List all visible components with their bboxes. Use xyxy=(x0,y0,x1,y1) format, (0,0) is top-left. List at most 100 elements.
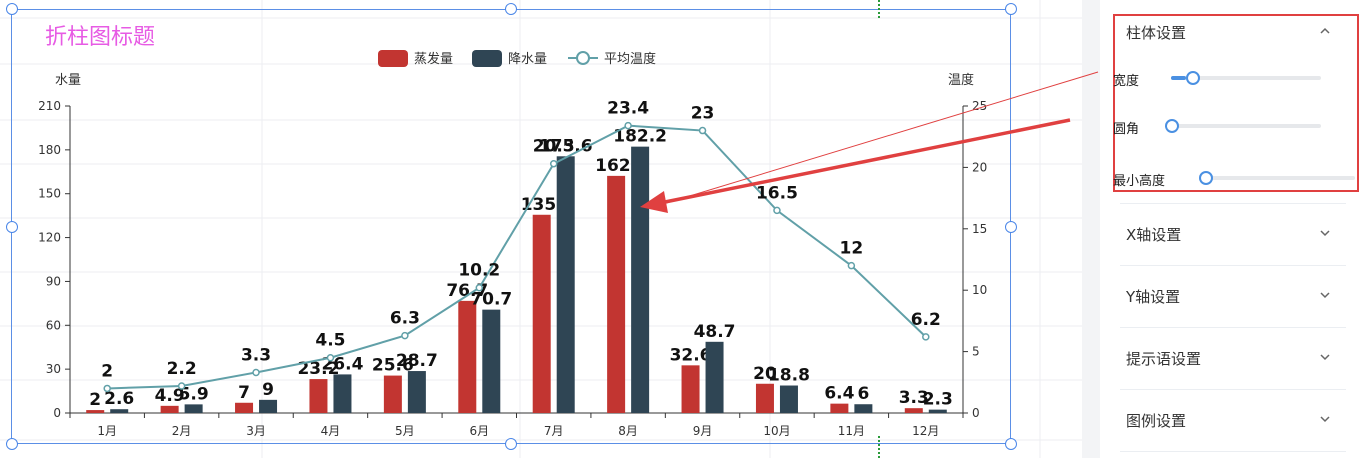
line-label-2: 3.3 xyxy=(241,345,271,365)
section-x-axis[interactable]: X轴设置 xyxy=(1120,204,1346,266)
y-left-tick-label-4: 120 xyxy=(38,231,61,245)
section-x-axis-title: X轴设置 xyxy=(1126,226,1182,244)
chevron-down-icon[interactable] xyxy=(1318,412,1332,426)
slider-min-height[interactable]: 最小高度 xyxy=(1113,166,1355,190)
resize-handle-right[interactable] xyxy=(1005,221,1017,233)
resize-handle-top[interactable] xyxy=(505,3,517,15)
slider-radius[interactable]: 圆角 xyxy=(1113,114,1343,138)
chevron-down-icon[interactable] xyxy=(1318,288,1332,302)
bar-0-7 xyxy=(607,175,626,413)
bar-0-11 xyxy=(904,408,923,413)
resize-handle-left[interactable] xyxy=(6,221,18,233)
y-left-tick-label-3: 90 xyxy=(46,274,61,288)
y-left-tick-label-2: 60 xyxy=(46,318,61,332)
x-tick-label-4: 5月 xyxy=(395,424,415,438)
slider-radius-track[interactable] xyxy=(1165,119,1321,133)
resize-handle-bottom[interactable] xyxy=(505,438,517,450)
line-point-6 xyxy=(549,159,558,168)
y-left-tick-label-0: 0 xyxy=(53,406,61,420)
section-y-axis[interactable]: Y轴设置 xyxy=(1120,266,1346,328)
line-point-4 xyxy=(401,331,409,340)
bar-1-7 xyxy=(631,146,650,414)
settings-panel: 柱体设置 宽度 圆角 最小高度 X轴设置 Y轴设置 提示语设置 xyxy=(1100,0,1366,458)
line-point-9 xyxy=(773,206,781,215)
x-tick-label-11: 12月 xyxy=(912,424,939,438)
slider-min-height-track[interactable] xyxy=(1199,171,1355,185)
bar-label-1-7: 182.2 xyxy=(613,127,667,147)
line-label-0: 2 xyxy=(101,361,113,381)
y-left-tick-label-1: 30 xyxy=(46,362,61,376)
y-left-tick-label-6: 180 xyxy=(38,143,61,157)
chart-canvas-area: 折柱图标题 蒸发量 降水量 平均温度 水量 温度 0 30 60 90 120 150 180 210 0 5… xyxy=(0,0,1082,458)
bar-label-0-11: 3.3 xyxy=(899,388,929,408)
resize-handle-bottom-left[interactable] xyxy=(6,438,18,450)
resize-handle-top-left[interactable] xyxy=(6,3,18,15)
bar-0-5 xyxy=(458,300,477,413)
x-tick-label-7: 8月 xyxy=(618,424,638,438)
bar-0-3 xyxy=(309,379,328,413)
y-right-tick-label-0: 0 xyxy=(972,406,980,420)
legend-label-0: 蒸发量 xyxy=(414,51,453,67)
line-point-7 xyxy=(624,121,632,130)
bar-settings-title: 柱体设置 xyxy=(1126,24,1187,42)
x-tick-label-2: 3月 xyxy=(246,424,266,438)
slider-width-track[interactable] xyxy=(1171,71,1321,85)
legend-swatch-marker-2 xyxy=(576,51,590,65)
bar-0-0 xyxy=(86,410,105,413)
chevron-down-icon[interactable] xyxy=(1318,226,1332,240)
y-right-tick-label-2: 10 xyxy=(972,283,987,297)
section-tooltip[interactable]: 提示语设置 xyxy=(1120,328,1346,390)
bar-0-6 xyxy=(532,214,551,413)
line-label-11: 6.2 xyxy=(911,310,941,330)
bar-label-0-8: 32.6 xyxy=(670,345,712,365)
bar-label-1-11: 2.3 xyxy=(923,390,953,410)
selection-frame xyxy=(11,9,1011,444)
chevron-up-icon[interactable] xyxy=(1318,24,1332,38)
x-tick-label-8: 9月 xyxy=(693,424,713,438)
bar-label-1-2: 9 xyxy=(262,380,274,400)
x-tick-label-9: 10月 xyxy=(763,424,790,438)
y-right-tick-label-3: 15 xyxy=(972,222,987,236)
alignment-guide-bottom xyxy=(878,436,880,458)
line-point-2 xyxy=(252,368,260,377)
x-tick-label-1: 2月 xyxy=(172,424,192,438)
bar-1-2 xyxy=(259,399,278,413)
bar-label-0-4: 25.6 xyxy=(372,356,414,376)
bar-label-1-5: 70.7 xyxy=(470,290,512,310)
slider-radius-label: 圆角 xyxy=(1113,122,1140,137)
legend-label-1: 降水量 xyxy=(508,52,547,67)
chart-title: 折柱图标题 xyxy=(45,25,155,50)
line-point-5 xyxy=(475,283,484,292)
chevron-down-icon[interactable] xyxy=(1318,350,1332,364)
section-legend[interactable]: 图例设置 xyxy=(1120,390,1346,452)
resize-handle-top-right[interactable] xyxy=(1005,3,1017,15)
bar-1-9 xyxy=(779,385,798,413)
bar-0-10 xyxy=(830,403,849,413)
line-label-5: 10.2 xyxy=(458,261,500,281)
bar-label-1-1: 5.9 xyxy=(179,384,209,404)
line-point-3 xyxy=(326,353,335,362)
bar-1-8 xyxy=(705,341,724,413)
alignment-guide-top xyxy=(878,0,880,18)
legend-swatch-0 xyxy=(378,50,408,67)
bar-label-1-10: 6 xyxy=(857,384,869,404)
slider-radius-knob[interactable] xyxy=(1165,119,1179,133)
y-left-tick-label-5: 150 xyxy=(38,187,61,201)
section-y-axis-title: Y轴设置 xyxy=(1126,288,1181,306)
bar-label-0-2: 7 xyxy=(238,383,250,403)
slider-width-fill xyxy=(1171,76,1186,80)
slider-width[interactable]: 宽度 xyxy=(1113,66,1343,90)
bar-settings-header[interactable]: 柱体设置 xyxy=(1120,14,1346,50)
line-point-1 xyxy=(177,382,186,390)
section-legend-title: 图例设置 xyxy=(1126,412,1187,430)
y-left-tick-label-7: 210 xyxy=(38,99,61,113)
bar-settings-section-bottom xyxy=(1120,142,1346,204)
line-label-6: 20.3 xyxy=(533,137,575,157)
slider-width-knob[interactable] xyxy=(1186,71,1200,85)
bar-label-0-10: 6.4 xyxy=(824,384,854,404)
resize-handle-bottom-right[interactable] xyxy=(1005,438,1017,450)
x-tick-label-5: 6月 xyxy=(469,424,489,438)
bar-label-1-9: 18.8 xyxy=(768,366,810,386)
slider-min-height-knob[interactable] xyxy=(1199,171,1213,185)
